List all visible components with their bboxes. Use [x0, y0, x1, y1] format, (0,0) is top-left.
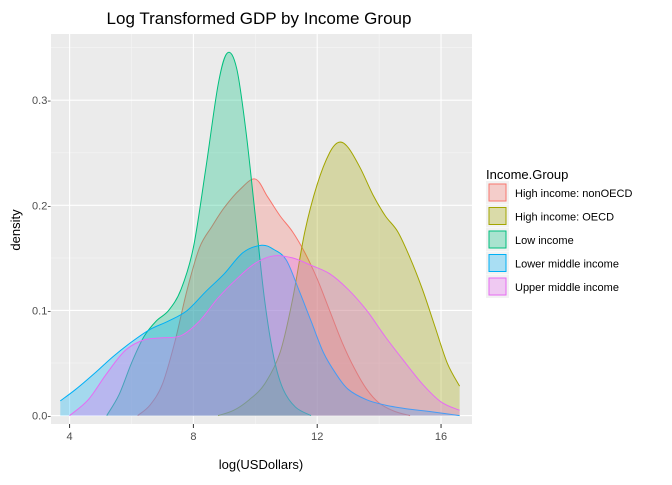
legend-key [488, 254, 507, 272]
legend-key [488, 183, 507, 202]
y-tick-label: 0.0- [32, 411, 51, 423]
density-line [106, 51, 312, 417]
legend-label: High income: OECD [515, 212, 614, 224]
density-area [106, 52, 312, 416]
legend-label: Low income [515, 235, 574, 247]
density-series-lower-middle-income [59, 244, 460, 417]
density-line [69, 255, 460, 416]
x-tick-label: 16 [435, 431, 447, 443]
legend-key-background [486, 181, 509, 204]
grid-minor [51, 34, 472, 424]
legend-key-background [486, 275, 509, 298]
legend-key [488, 230, 507, 249]
legend-label: High income: nonOECD [515, 188, 632, 200]
x-axis-title: log(USDollars) [219, 457, 304, 472]
legend-item-lower-middle-income: Lower middle income [486, 251, 619, 275]
series-layer [59, 51, 461, 417]
density-series-upper-middle-income [69, 255, 460, 416]
legend-key [488, 277, 507, 296]
density-line [137, 178, 411, 417]
density-series-low-income [106, 51, 312, 417]
legend-item-upper-middle-income: Upper middle income [486, 275, 619, 298]
legend-key [488, 207, 507, 225]
y-tick-label: 0.3- [32, 95, 51, 107]
legend-key-background [486, 251, 509, 275]
grid-major [51, 34, 472, 424]
y-tick-label: 0.1- [32, 305, 51, 317]
density-series-high-income-oecd [218, 141, 461, 417]
legend-title: Income.Group [486, 167, 568, 182]
density-area [218, 142, 460, 416]
x-tick-label: 4 [67, 431, 73, 443]
legend-key-background [486, 204, 509, 228]
legend-item-low-income: Low income [486, 228, 574, 251]
chart-title: Log Transformed GDP by Income Group [107, 9, 412, 28]
legend-item-high-income-oecd: High income: OECD [486, 204, 614, 228]
density-area [69, 255, 460, 416]
density-area [137, 178, 411, 416]
density-line [59, 244, 460, 417]
y-tick-label: 0.2- [32, 200, 51, 212]
legend: Income.Group High income: nonOECD High in… [486, 167, 632, 298]
x-tick-label: 8 [190, 431, 196, 443]
y-axis-title: density [8, 209, 23, 251]
y-axis-ticks: 0.0- 0.1- 0.2- 0.3- [32, 95, 51, 422]
density-area [60, 245, 460, 416]
x-axis-ticks: 4 8 12 16 [67, 424, 447, 443]
legend-label: Lower middle income [515, 259, 619, 271]
x-tick-label: 12 [311, 431, 323, 443]
density-series-high-income-nonoecd [137, 178, 411, 417]
legend-key-background [486, 228, 509, 251]
legend-item-high-income-nonoecd: High income: nonOECD [486, 181, 632, 204]
legend-label: Upper middle income [515, 282, 619, 294]
density-line [218, 141, 461, 417]
